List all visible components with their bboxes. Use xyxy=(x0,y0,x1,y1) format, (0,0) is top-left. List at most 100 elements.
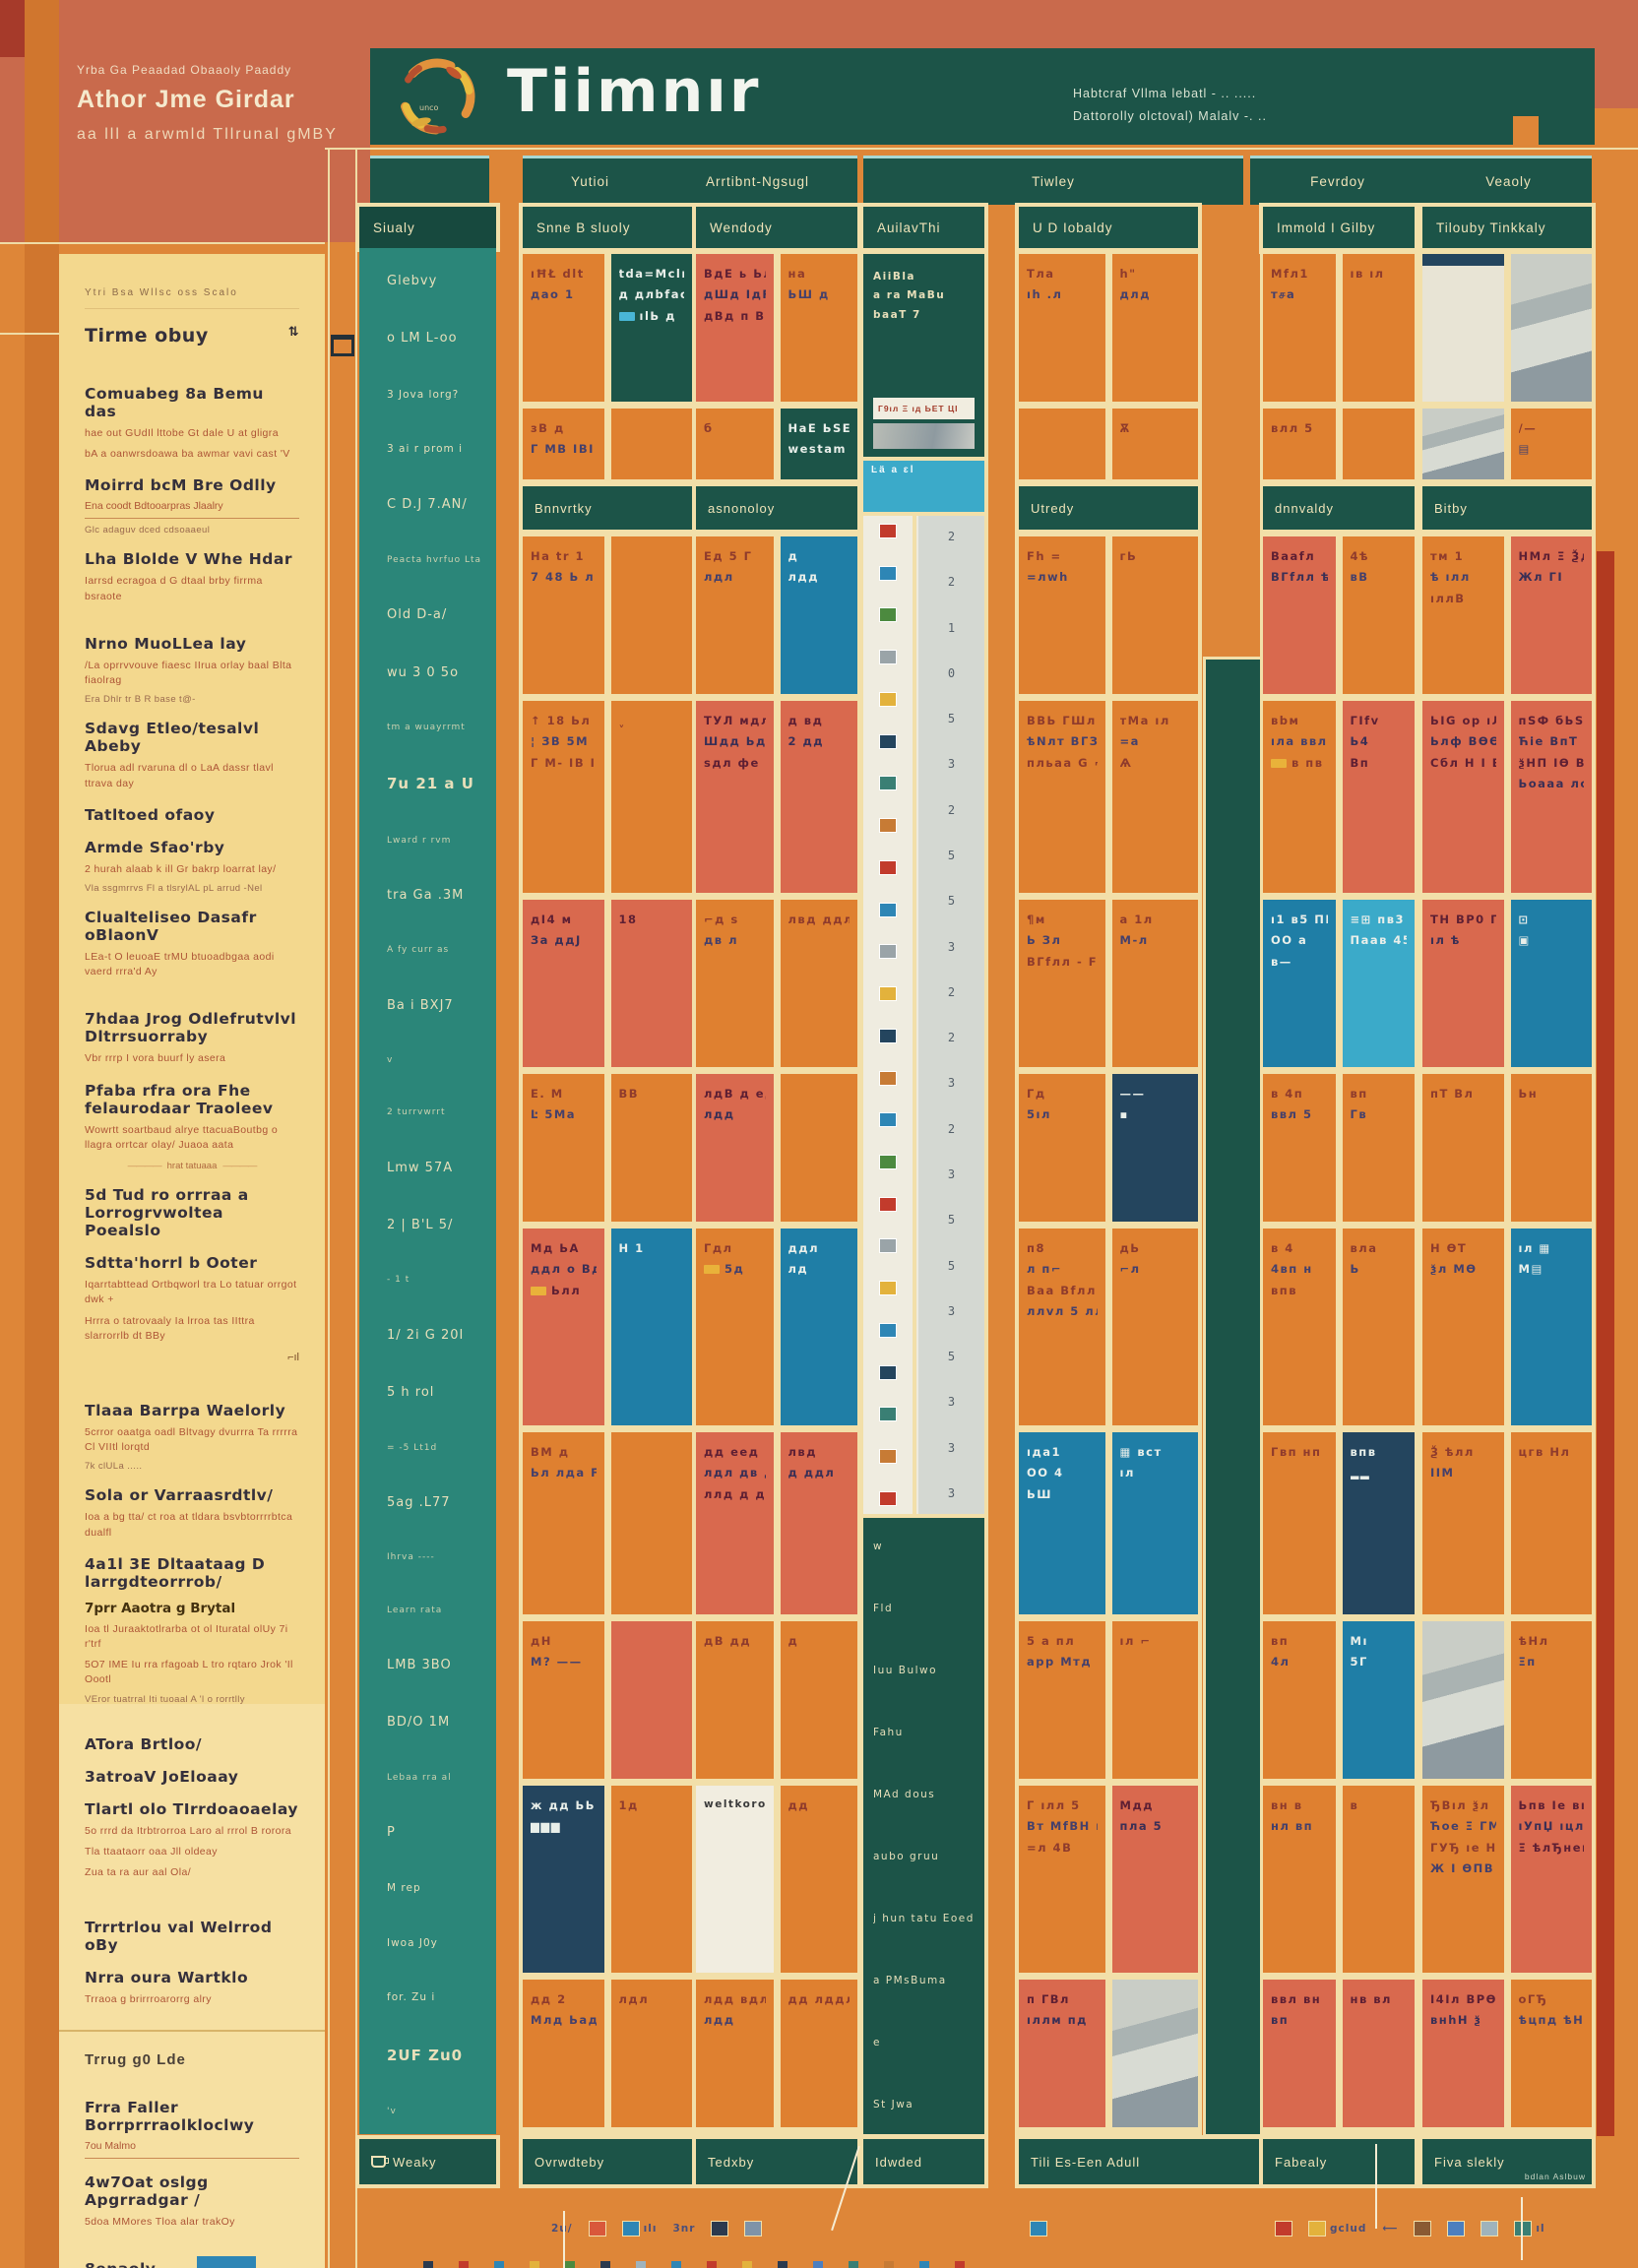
grid-row: дд 2 Млд Ьадд ІЕ лдл xyxy=(523,1980,692,2127)
cell-text-line: пТ Вл xyxy=(1430,1087,1475,1101)
cell-text-line: Мı xyxy=(1350,1634,1368,1648)
grid-column-6: /— ▤ Bitby тм 1 ѣ ıлл ıллВ НМл Ξ Ѯд Жл ГІ ЬІG ор… xyxy=(1422,254,1592,2134)
grid-cell xyxy=(610,1621,692,1779)
grid-cell: Ѯ ѣлл ІІМ xyxy=(1422,1432,1504,1614)
cell-text-line: ѣNлт ВГЗ п⌐ xyxy=(1027,734,1098,749)
cell-text-line: Гв xyxy=(1350,1107,1368,1122)
grid-cell: дд еед лдл дв ддл ллд д ддл xyxy=(696,1432,774,1614)
time-label: Ihrva ---- xyxy=(387,1552,435,1563)
mini-icon xyxy=(879,1322,897,1338)
grid-cell: влл 5 xyxy=(1263,409,1336,479)
sidebar: Ytri Bsa Wllsc oss Scalo Tirme obuy ⇅ Comua… xyxy=(59,254,325,2268)
group-label: Arrtibnt-Ngsugl xyxy=(705,174,810,189)
divider-strip-teal xyxy=(1206,660,1260,2134)
cell-text-line: дд 2 xyxy=(531,1992,567,2006)
cell-text-line: ıв ıл xyxy=(1350,267,1385,281)
cell-text-line: ЂВıл ѯл І xyxy=(1430,1798,1496,1812)
ruler-number: 3 xyxy=(947,757,956,772)
legend-swatch xyxy=(1514,2221,1533,2236)
cell-text-line: Ћое Ξ ГМЦ xyxy=(1430,1819,1496,1834)
spacer xyxy=(85,1705,299,1721)
time-label: 1/ 2i G 20I xyxy=(387,1327,465,1343)
cell-text-line: Ваа Вfлл xyxy=(1027,1283,1097,1297)
sidebar-text: 2 hurah alaab k ill Gr bakrp loarrat lay… xyxy=(85,862,277,875)
sidebar-caption: Ytri Bsa Wllsc oss Scalo xyxy=(85,287,238,298)
spacer xyxy=(85,1363,299,1387)
grid-row: Мfл1 тசa ıв ıл xyxy=(1263,254,1415,402)
cell-text-line: лдд xyxy=(704,1107,735,1122)
time-label: A fy curr as xyxy=(387,945,450,956)
middle-number-scale: 2 2 1 0 5 3 2 5 5 3 2 2 3 2 3 5 5 3 5 3 3 3 xyxy=(916,516,984,1514)
sidebar-inline-icon: ⌐ıl xyxy=(287,1351,299,1363)
grid-cell: вп 4л xyxy=(1263,1621,1336,1779)
cell-text-line: h" xyxy=(1119,267,1137,281)
grid-row: дВ дд д xyxy=(696,1621,857,1779)
grid-cell: тМа ıл =а Ѧ xyxy=(1111,701,1198,893)
sidebar-text: 5O7 IME Iu rra rfagoab L tro rqtaro Jrok… xyxy=(85,1659,293,1686)
poster-title: Tiimnır xyxy=(507,57,762,126)
header-bar xyxy=(370,48,1595,145)
mini-icon xyxy=(879,776,897,791)
ruler-number: 3 xyxy=(947,939,956,954)
grid-row: б НаЕ ЬЅЕІGЕ westam д 1 niew xyxy=(696,409,857,479)
cell-text-line: на xyxy=(788,267,807,281)
cell-text-line: д вд xyxy=(788,714,824,727)
grid-column-middle: AiiBla a ra MaBu baaT 7 Г9ıл Ξ ıд ЬЕТ ЦІ Ŀ… xyxy=(863,254,984,2134)
grid-row: ВМ д Ьл лда Fдд xyxy=(523,1432,692,1614)
header-note-2: Dattorolly olctoval) Malalv -. .. xyxy=(1073,109,1267,123)
middle-ruler: 2 2 1 0 5 3 2 5 5 3 2 2 3 2 3 5 5 3 5 3 3 3 xyxy=(863,516,984,1514)
cell-text-line: дШд ІдFЕ xyxy=(704,287,766,302)
middle-bottom-line: w xyxy=(873,1541,884,1552)
cell-text-line: вп xyxy=(1271,1634,1290,1648)
time-label: P xyxy=(387,1825,396,1841)
time-label: Ba i BXJ7 xyxy=(387,997,454,1013)
grid-row: вп 4л Мı 5Г xyxy=(1263,1621,1415,1779)
sidebar-subheading: 7prr Aaotra g Brytal xyxy=(85,1600,236,1616)
cell-text-line: Шдд Ьд вд xyxy=(704,734,766,749)
frame-line-vertical xyxy=(355,150,357,2268)
cell-text-line: Ь xyxy=(1350,1262,1360,1277)
cell-text-line: Жл ГІ xyxy=(1518,570,1564,585)
grid-row: Г ıлл 5 Вт МfВН п =л 4В Мдд пла 5 xyxy=(1019,1786,1198,1973)
legend-swatch xyxy=(1275,2221,1292,2236)
cell-text-line: ѯл МѲ xyxy=(1430,1262,1478,1277)
sidebar-text: Tlorua adl rvaruna dl o LaA dassr tlavl … xyxy=(85,762,274,789)
color-chip xyxy=(1271,758,1287,768)
poster-caption: Yrba Ga Peaadad Obaaoly Paaddy xyxy=(77,63,292,77)
time-label: M rep xyxy=(387,1882,421,1895)
cell-text-line: 2 дд xyxy=(788,734,825,749)
sidebar-note: VEror tuatrral Iti tuoaal A 'l o rorrtll… xyxy=(85,1693,245,1705)
grid-cell xyxy=(1342,409,1415,479)
grid-cell: впв ▂▂ xyxy=(1342,1432,1415,1614)
legend-swatch xyxy=(744,2221,763,2236)
legend-item: ıl xyxy=(1514,2221,1544,2236)
cell-text-line: п ГВл xyxy=(1027,1992,1070,2006)
sort-icon: ⇅ xyxy=(287,325,299,340)
mini-icon xyxy=(879,1490,897,1506)
cell-text-line: тМа ıл xyxy=(1119,714,1170,727)
grid-cell: дд xyxy=(780,1786,857,1973)
grid-row: Мд ЬА ддл о Вд Ьлл Н 1 xyxy=(523,1228,692,1425)
grid-cell: ЬІG ор ıЛıл Ьлф ВѲѲл ІМ Сбл Н І ВП ѣf 4Н xyxy=(1422,701,1504,893)
cell-text-line: Г МВ ІВІ Ξ xyxy=(531,442,597,457)
cell-text-line: Ьн xyxy=(1518,1087,1539,1101)
bottom-icon xyxy=(778,2261,788,2268)
cell-text-line: тசa xyxy=(1271,287,1296,302)
middle-bottom-line: e xyxy=(873,2036,881,2048)
ruler-number: 3 xyxy=(947,1303,956,1318)
sidebar-heading: Trrrtrlou val Welrrod oBy xyxy=(85,1919,273,1955)
cell-text-line: ллvл 5 ллл xyxy=(1027,1303,1098,1318)
cell-text-line: д xyxy=(788,1634,799,1648)
legend-item xyxy=(744,2221,763,2236)
cell-text-line: оГЂ xyxy=(1518,1992,1548,2006)
cell-text-line: Н 1 xyxy=(618,1241,645,1255)
right-red-stripe xyxy=(1597,551,1614,2136)
legend-swatch xyxy=(1447,2221,1466,2236)
mini-icon xyxy=(879,650,897,665)
sidebar-text: Zua ta ra aur aal Ola/ xyxy=(85,1866,192,1879)
grid-cell: Мд ЬА ддл о Вд Ьлл xyxy=(523,1228,604,1425)
sidebar-heading: Sdtta'horrl b Ooter xyxy=(85,1254,258,1273)
sidebar-note: Vla ssgmrrvs Fl a tlsrylAL pL arrud -Nel xyxy=(85,882,263,894)
grid-row: ввл вн вп нв вл xyxy=(1263,1980,1415,2127)
